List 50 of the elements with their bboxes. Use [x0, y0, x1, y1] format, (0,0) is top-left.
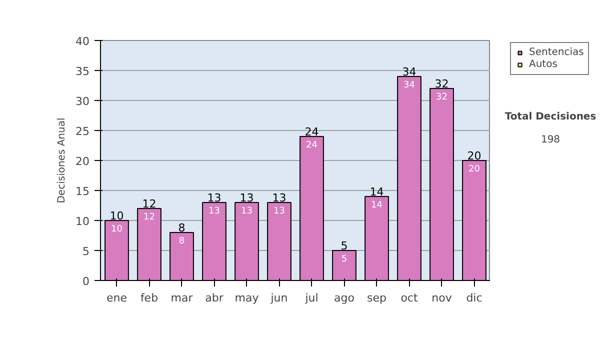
data-label: 13: [208, 206, 220, 216]
y-tick-label: 5: [82, 245, 90, 258]
text: 198: [540, 134, 560, 146]
x-tick-label: ago: [334, 292, 355, 304]
x-tick-label: jun: [270, 292, 288, 304]
y-tick-label: 20: [76, 155, 90, 168]
total-label: 24: [304, 126, 319, 138]
total-label: 13: [207, 192, 222, 204]
x-tick-label: abr: [205, 292, 224, 304]
x-tick-label: ene: [106, 292, 128, 304]
data-label: 5: [341, 254, 348, 264]
x-tick-label: oct: [400, 292, 418, 304]
data-label: 10: [111, 224, 123, 234]
y-tick-label: 30: [76, 95, 90, 108]
text: Total Decisiones: [504, 112, 596, 122]
x-tick-label: sep: [367, 292, 387, 304]
y-tick-label: 0: [82, 275, 90, 288]
total-label: 10: [110, 210, 124, 222]
y-axis-title: Decisiones Anual: [56, 118, 68, 204]
y-tick-label: 35: [76, 65, 90, 78]
total-label: 5: [340, 240, 348, 252]
total-label: 13: [240, 192, 254, 204]
total-label: 12: [142, 198, 156, 210]
data-label: 34: [404, 80, 416, 90]
total-label: 32: [434, 78, 449, 90]
y-tick-label: 10: [76, 215, 90, 228]
data-label: 14: [371, 200, 383, 210]
y-tick-label: 15: [76, 185, 90, 198]
data-label: 13: [274, 206, 285, 216]
x-tick-label: feb: [140, 292, 158, 304]
data-label: 20: [468, 164, 480, 174]
total-label: 20: [467, 150, 482, 162]
y-tick-label: 25: [76, 125, 90, 138]
y-tick-label: 40: [76, 35, 90, 48]
data-label: 12: [144, 212, 155, 222]
total-label: 34: [402, 66, 416, 78]
x-tick-label: mar: [170, 292, 194, 304]
data-label: 24: [306, 140, 318, 150]
legend-label: Autos: [529, 59, 558, 70]
total-label: 13: [272, 192, 286, 204]
x-tick-label: may: [234, 292, 260, 304]
total-label: 14: [370, 186, 384, 198]
data-label: 8: [178, 236, 185, 246]
data-label: 13: [241, 206, 252, 216]
legend-label: Sentencias: [529, 47, 584, 58]
x-tick-label: nov: [432, 292, 452, 304]
data-label: 32: [436, 92, 448, 102]
x-tick-label: dic: [466, 292, 482, 304]
x-tick-label: jul: [304, 292, 318, 304]
total-label: 8: [178, 222, 186, 234]
